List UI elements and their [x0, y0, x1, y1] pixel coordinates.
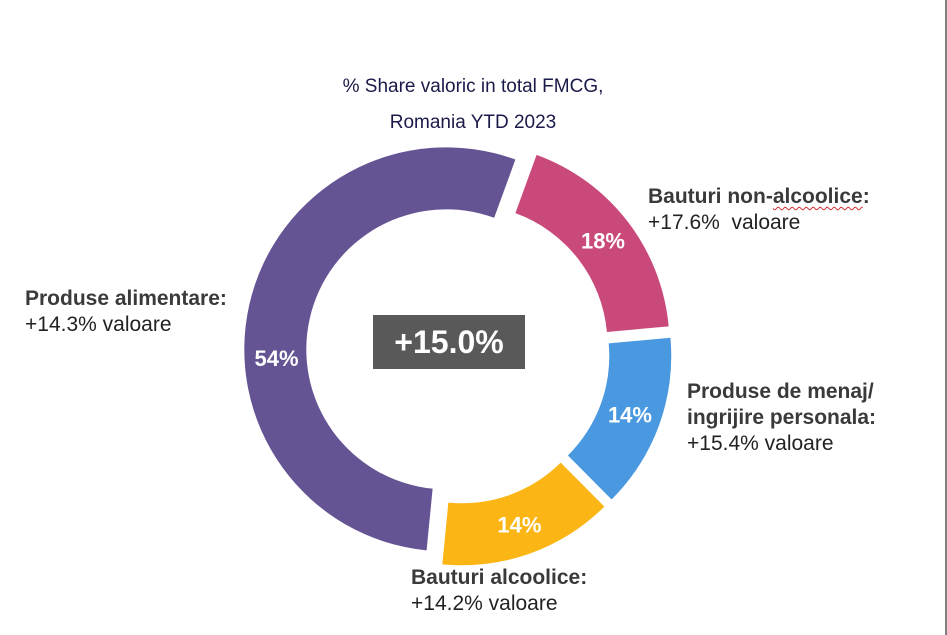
category-name-line-1: Produse de menaj/ [687, 380, 874, 403]
category-name: Produse alimentare: [25, 287, 227, 310]
slice-percent-label: 14% [497, 512, 541, 537]
total-change-label: +15.0% [373, 315, 525, 369]
slide-edge-rule [945, 0, 947, 635]
donut-slice [244, 147, 516, 551]
category-bauturi-non-alcoolice: Bauturi non-alcoolice: +17.6% valoare [648, 184, 870, 236]
slice-percent-label: 18% [581, 228, 625, 253]
category-change: +14.3% valoare [25, 313, 172, 336]
slice-percent-label: 14% [608, 403, 652, 428]
category-name-part: Bauturi non- [648, 185, 773, 208]
category-produse-de-menaj: Produse de menaj/ ingrijire personala: +… [687, 379, 876, 457]
category-bauturi-alcoolice: Bauturi alcoolice: +14.2% valoare [411, 565, 587, 617]
slice-percent-label: 54% [255, 346, 299, 371]
category-name: Bauturi non-alcoolice: [648, 184, 870, 210]
donut-slice [442, 462, 605, 566]
category-change: +14.2% valoare [411, 592, 558, 615]
donut-slice [567, 337, 672, 500]
category-name-part: : [862, 185, 870, 208]
category-name-part: alcoolice [772, 185, 863, 208]
category-change: +17.6% valoare [648, 211, 801, 234]
chart-title-line-1: % Share valoric in total FMCG, [342, 76, 604, 97]
category-name-line-2: ingrijire personala: [687, 406, 877, 429]
donut-slice [515, 154, 669, 332]
category-change: +15.4% valoare [687, 432, 834, 455]
chart-title-line-2: Romania YTD 2023 [389, 112, 557, 133]
category-produse-alimentare: Produse alimentare: +14.3% valoare [25, 286, 227, 338]
category-name: Bauturi alcoolice: [411, 566, 588, 589]
